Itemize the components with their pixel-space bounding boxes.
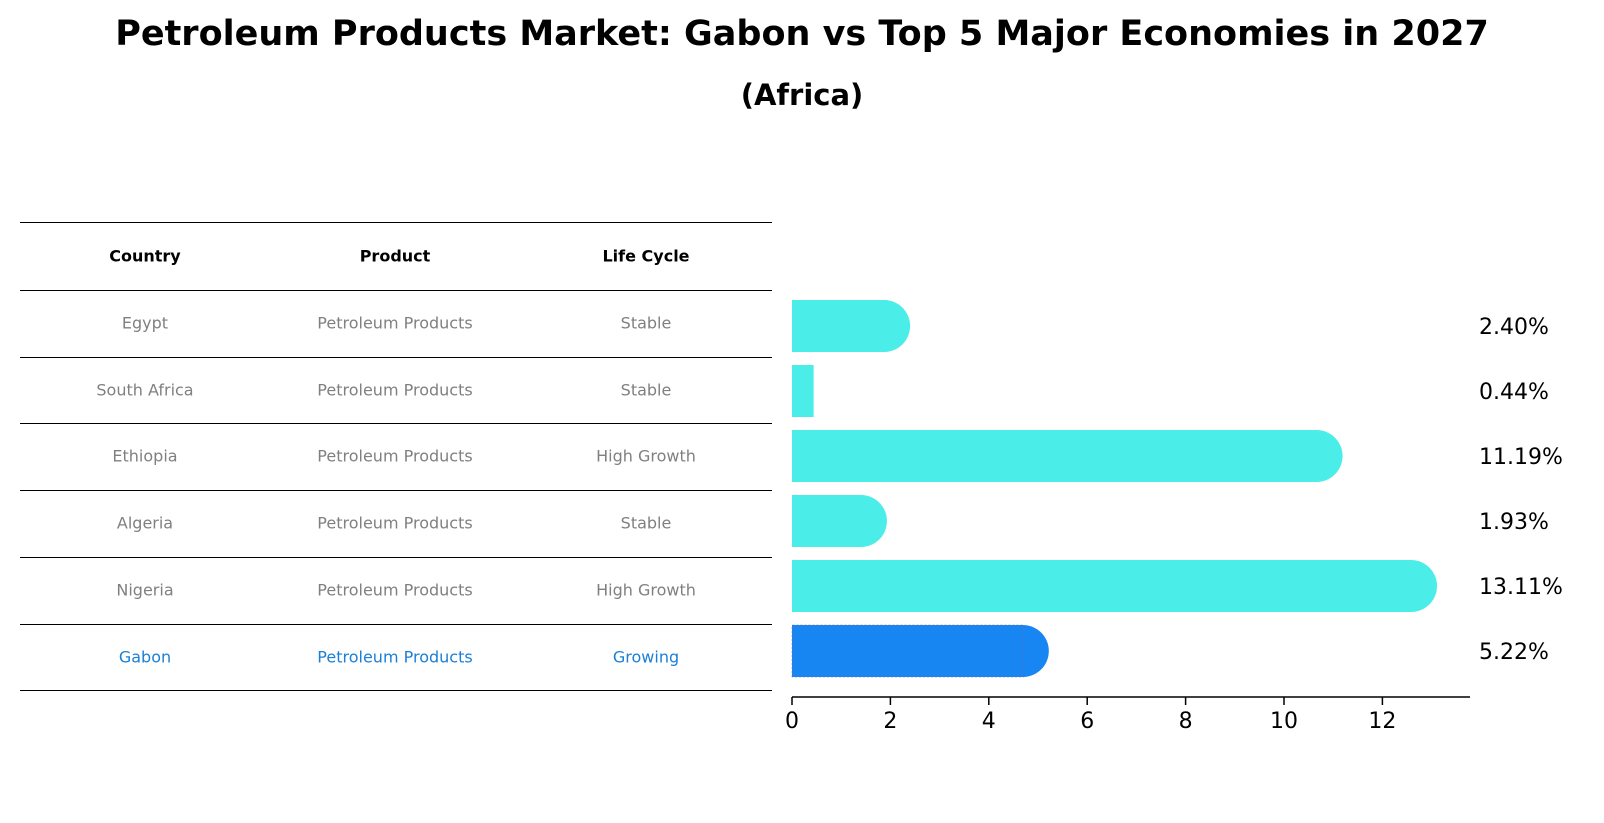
bar-algeria <box>792 495 887 547</box>
table-cell-product: Petroleum Products <box>317 513 473 533</box>
table-cell-country: Nigeria <box>116 580 174 600</box>
x-tick-label: 8 <box>1179 709 1193 734</box>
table-cell-product: Petroleum Products <box>317 446 473 466</box>
table-rule <box>20 356 772 358</box>
table-cell-life-cycle: Stable <box>620 380 672 400</box>
bar-shape <box>792 365 814 417</box>
table-cell-life-cycle: Stable <box>620 313 672 333</box>
bar-nigeria <box>792 560 1438 612</box>
table-cell-life-cycle: Growing <box>612 647 680 666</box>
table-rule <box>20 423 772 425</box>
value-label: 13.11% <box>1479 575 1563 600</box>
x-tick-label: 6 <box>1080 709 1094 734</box>
table-cell-product: Petroleum Products <box>317 647 473 666</box>
bar-shape <box>792 625 1049 677</box>
table-cell-country: Egypt <box>121 313 169 333</box>
table-cell-life-cycle: Stable <box>620 513 672 533</box>
x-tick-label: 0 <box>785 709 799 734</box>
bar-shape <box>792 300 911 352</box>
table-header-cell: Life Cycle <box>602 246 690 266</box>
table-cell-product: Petroleum Products <box>317 380 473 400</box>
table-rule <box>20 623 772 625</box>
x-tick-label: 10 <box>1270 709 1298 734</box>
x-tick-label: 12 <box>1368 709 1396 734</box>
table-rule <box>20 290 772 291</box>
bar-shape <box>792 560 1438 612</box>
table-cell-product: Petroleum Products <box>317 313 473 333</box>
table-header-cell: Country <box>109 246 181 266</box>
chart-title: Petroleum Products Market: Gabon vs Top … <box>115 14 1489 54</box>
value-label: 2.40% <box>1479 315 1549 340</box>
bar-highlight-outline <box>791 624 1025 678</box>
value-label: 1.93% <box>1479 510 1549 535</box>
bar-shape <box>792 430 1343 482</box>
table-cell-country: Ethiopia <box>112 446 178 466</box>
table-cell-country: South Africa <box>96 380 194 400</box>
table-cell-country: Gabon <box>118 647 172 666</box>
bar-shape <box>792 495 887 547</box>
chart-subtitle: (Africa) <box>740 78 864 112</box>
table-rule <box>20 690 772 692</box>
table-rule <box>20 556 772 558</box>
table-cell-country: Algeria <box>116 513 174 533</box>
bar-egypt <box>792 300 911 352</box>
table-cell-life-cycle: High Growth <box>596 580 696 600</box>
table-cell-life-cycle: High Growth <box>596 446 696 466</box>
value-label: 0.44% <box>1479 380 1549 405</box>
table-rule <box>20 490 772 492</box>
x-tick-label: 2 <box>883 709 897 734</box>
table-header-cell: Product <box>359 246 431 266</box>
value-label: 5.22% <box>1479 640 1549 665</box>
value-label: 11.19% <box>1479 445 1563 470</box>
bar-gabon <box>791 624 1049 678</box>
bar-ethiopia <box>792 430 1343 482</box>
bar-south-africa <box>792 365 814 417</box>
table-rule <box>20 222 772 223</box>
table-cell-product: Petroleum Products <box>317 580 473 600</box>
x-tick-label: 4 <box>982 709 996 734</box>
